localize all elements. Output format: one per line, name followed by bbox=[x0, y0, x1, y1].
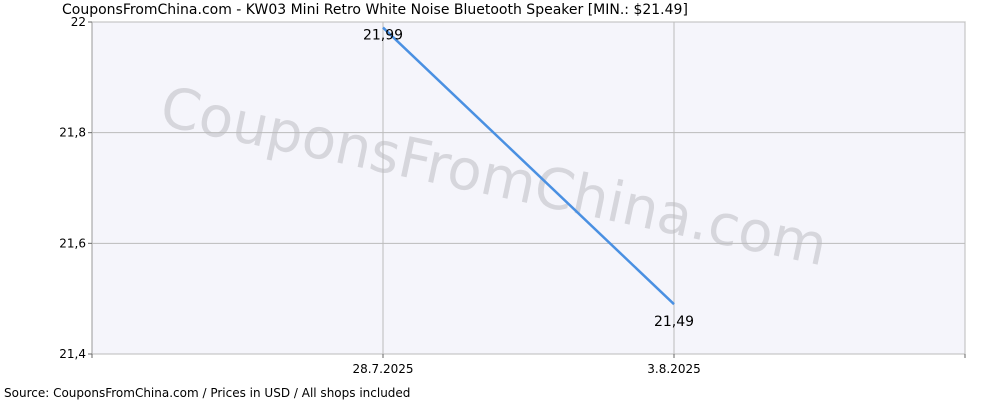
y-tick-label: 21,4 bbox=[59, 347, 86, 361]
y-tick-label: 21,6 bbox=[59, 236, 86, 250]
y-tick-label: 22 bbox=[71, 15, 86, 29]
y-tick-label: 21,8 bbox=[59, 126, 86, 140]
value-label: 21,49 bbox=[654, 314, 694, 330]
value-label: 21,99 bbox=[363, 28, 403, 44]
price-line bbox=[382, 26, 675, 306]
x-tick-label: 28.7.2025 bbox=[352, 362, 413, 376]
chart-title: CouponsFromChina.com - KW03 Mini Retro W… bbox=[62, 2, 688, 18]
source-note: Source: CouponsFromChina.com / Prices in… bbox=[4, 386, 410, 400]
x-tick-label: 3.8.2025 bbox=[647, 362, 700, 376]
plot-area bbox=[91, 21, 966, 355]
